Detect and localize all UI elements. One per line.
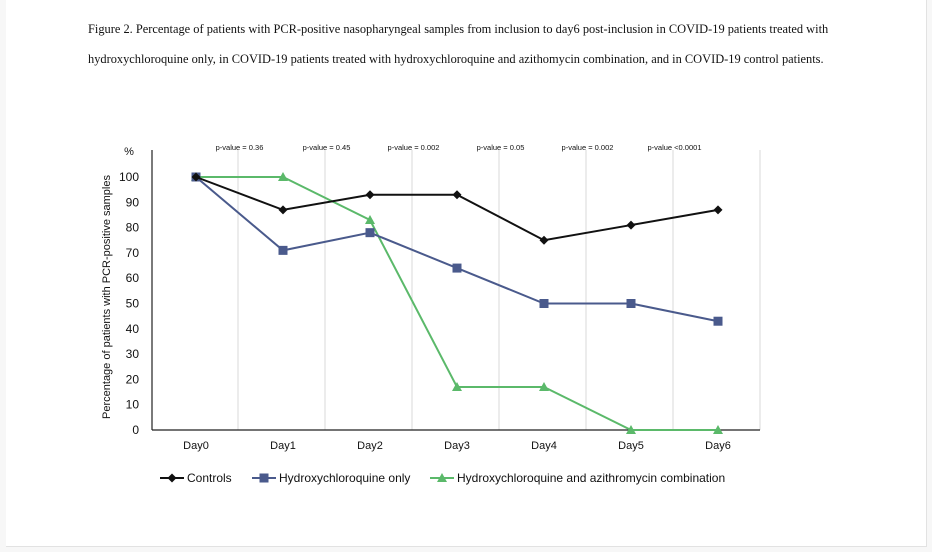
x-tick-label: Day3 xyxy=(444,440,470,452)
y-tick-label: 10 xyxy=(126,398,140,412)
y-tick-label: 90 xyxy=(126,195,140,209)
x-tick-label: Day6 xyxy=(705,440,731,452)
p-value-label: p-value = 0.36 xyxy=(216,143,264,152)
p-value-label: p-value = 0.002 xyxy=(562,143,614,152)
data-point-square xyxy=(259,473,269,483)
y-tick-label: 70 xyxy=(126,246,140,260)
data-point-diamond xyxy=(191,172,201,182)
data-point-triangle xyxy=(626,425,636,434)
data-point-square xyxy=(626,299,636,308)
legend-label: Hydroxychloroquine and azithromycin comb… xyxy=(457,471,725,485)
y-unit-label: % xyxy=(124,146,134,158)
y-tick-label: 80 xyxy=(126,221,140,235)
data-point-square xyxy=(278,245,288,255)
y-tick-label: 50 xyxy=(126,297,140,311)
data-point-triangle xyxy=(713,425,723,434)
p-value-label: p-value <0.0001 xyxy=(647,143,701,152)
series-line xyxy=(195,176,719,242)
y-tick-labels: 0 10 20 30 40 50 60 70 80 90 100 xyxy=(119,170,139,437)
data-point-diamond xyxy=(713,205,723,215)
y-tick-label: 0 xyxy=(132,423,139,437)
p-value-label: p-value = 0.45 xyxy=(303,143,351,152)
data-point-triangle xyxy=(452,381,462,391)
document-page: Figure 2. Percentage of patients with PC… xyxy=(6,0,927,547)
series-layer xyxy=(191,172,723,434)
data-point-diamond xyxy=(365,190,375,200)
y-tick-label: 30 xyxy=(126,347,140,361)
y-tick-label: 60 xyxy=(126,271,140,285)
y-tick-label: 100 xyxy=(119,170,139,184)
data-point-diamond xyxy=(626,220,636,230)
data-point-diamond xyxy=(539,235,549,245)
data-point-square xyxy=(713,316,723,326)
data-point-diamond xyxy=(452,190,462,200)
data-point-triangle xyxy=(539,381,549,391)
grid-layer xyxy=(237,150,761,430)
series-line xyxy=(196,176,718,431)
data-point-square xyxy=(539,299,549,308)
x-tick-label: Day0 xyxy=(183,440,209,452)
figure-caption: Figure 2. Percentage of patients with PC… xyxy=(88,22,829,66)
data-point-diamond xyxy=(167,473,177,483)
legend-label: Hydroxychloroquine only xyxy=(279,471,410,485)
p-value-label: p-value = 0.002 xyxy=(388,143,440,152)
y-tick-label: 40 xyxy=(126,322,140,336)
x-tick-label: Day1 xyxy=(270,440,296,452)
data-point-triangle xyxy=(278,172,288,181)
data-point-square xyxy=(452,263,462,273)
series-triangle xyxy=(191,172,723,434)
x-tick-label: Day2 xyxy=(357,440,383,452)
y-axis-title: Percentage of patients with PCR-positive… xyxy=(101,175,113,419)
p-value-label: p-value = 0.05 xyxy=(477,143,525,152)
data-point-triangle xyxy=(437,473,447,482)
x-tick-labels: Day0 Day1 Day2 Day3 Day4 Day5 Day6 xyxy=(183,440,731,452)
p-value-labels: p-value = 0.36 p-value = 0.45 p-value = 0.… xyxy=(216,143,702,152)
x-tick-label: Day5 xyxy=(618,440,644,452)
legend: Controls Hydroxychloroquine only Hydroxych… xyxy=(160,471,725,485)
data-point-triangle xyxy=(365,215,375,225)
data-point-square xyxy=(365,228,375,238)
legend-label: Controls xyxy=(187,471,232,485)
series-diamond xyxy=(191,172,723,245)
x-tick-label: Day4 xyxy=(531,440,557,452)
data-point-diamond xyxy=(278,205,288,215)
y-tick-label: 20 xyxy=(126,372,140,386)
